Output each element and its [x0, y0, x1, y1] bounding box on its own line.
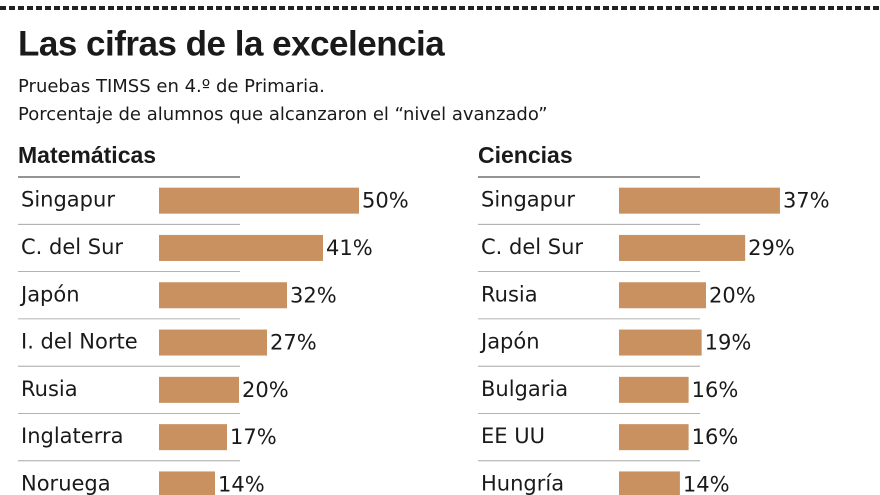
- value-label: 16%: [692, 378, 739, 402]
- value-label: 19%: [705, 331, 752, 355]
- bar: [619, 329, 702, 356]
- category-label: C. del Sur: [21, 235, 123, 259]
- value-label: 29%: [748, 236, 795, 260]
- category-label: Rusia: [21, 377, 78, 401]
- category-label: EE UU: [481, 424, 545, 448]
- category-label: Inglaterra: [21, 424, 123, 448]
- value-label: 41%: [326, 236, 373, 260]
- value-label: 27%: [270, 331, 317, 355]
- category-label: Japón: [19, 282, 80, 306]
- value-label: 37%: [783, 189, 830, 213]
- chart-title: Ciencias: [478, 142, 573, 168]
- bar: [619, 282, 706, 309]
- category-label: Hungría: [481, 471, 564, 495]
- subtitle: Pruebas TIMSS en 4.º de Primaria.: [18, 76, 325, 97]
- title: Las cifras de la excelencia: [18, 24, 445, 63]
- value-label: 32%: [290, 283, 337, 307]
- value-label: 20%: [709, 283, 756, 307]
- bar: [159, 234, 323, 261]
- bar: [619, 471, 680, 495]
- category-label: Bulgaria: [481, 377, 568, 401]
- category-label: I. del Norte: [21, 330, 138, 354]
- bar: [159, 424, 227, 451]
- bar: [159, 187, 359, 214]
- value-label: 16%: [692, 425, 739, 449]
- category-label: Japón: [479, 330, 540, 354]
- bar: [619, 424, 689, 451]
- category-label: Rusia: [481, 282, 538, 306]
- category-label: Singapur: [21, 188, 115, 212]
- category-label: Singapur: [481, 188, 575, 212]
- subtitle: Porcentaje de alumnos que alcanzaron el …: [18, 104, 548, 125]
- bar: [159, 329, 267, 356]
- value-label: 20%: [242, 378, 289, 402]
- value-label: 14%: [683, 472, 730, 495]
- bar: [159, 376, 239, 403]
- category-label: C. del Sur: [481, 235, 583, 259]
- bar: [619, 376, 689, 403]
- category-label: Noruega: [21, 471, 111, 495]
- value-label: 17%: [230, 425, 277, 449]
- chart-title: Matemáticas: [18, 142, 156, 168]
- value-label: 14%: [218, 472, 265, 495]
- bar: [619, 234, 746, 261]
- bar: [619, 187, 780, 214]
- bar: [159, 471, 215, 495]
- value-label: 50%: [362, 189, 409, 213]
- bar: [159, 282, 287, 309]
